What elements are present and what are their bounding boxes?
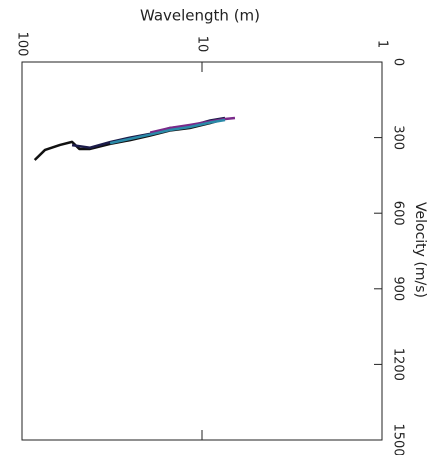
x-tick-label: 10 — [195, 36, 210, 53]
x-tick-label: 100 — [15, 32, 30, 57]
y-tick-label: 300 — [391, 125, 406, 150]
y-axis-label: Velocity (m/s) — [412, 202, 428, 298]
series-line — [149, 116, 236, 134]
y-tick-label: 600 — [391, 201, 406, 226]
y-tick-label: 900 — [391, 276, 406, 301]
plot-frame — [21, 61, 383, 441]
x-tick-label: 1 — [375, 40, 390, 48]
x-axis-label: Wavelength (m) — [140, 7, 260, 25]
y-tick-label: 1200 — [391, 348, 406, 381]
y-tick-label: 0 — [391, 58, 406, 66]
y-tick-label: 1500 — [391, 423, 406, 455]
series-line — [109, 118, 226, 145]
